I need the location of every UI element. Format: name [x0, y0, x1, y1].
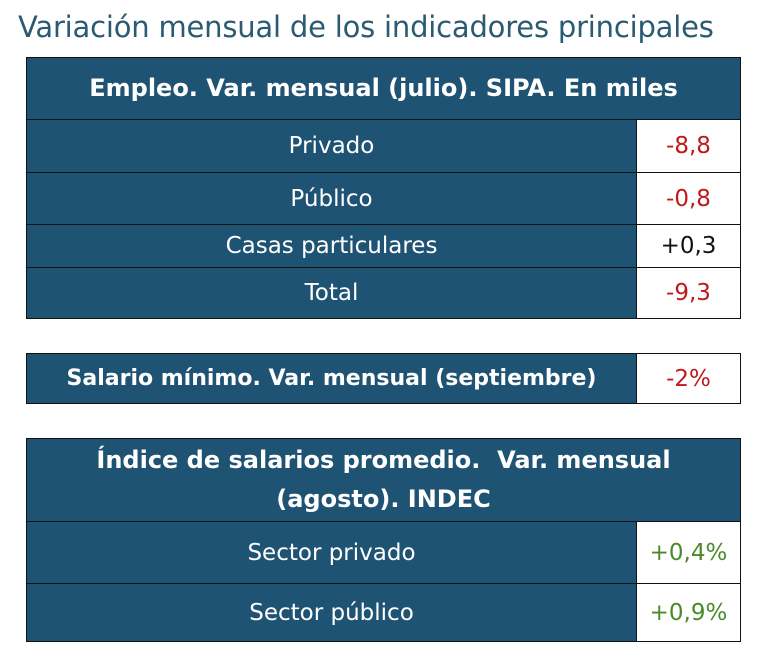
- row-value-casas-particulares: +0,3: [637, 225, 740, 267]
- table-row: Privado -8,8: [27, 119, 740, 172]
- row-label-total: Total: [27, 268, 637, 318]
- indice-salarios-header: Índice de salarios promedio. Var. mensua…: [27, 439, 740, 521]
- indice-salarios-header-line1: Índice de salarios promedio. Var. mensua…: [96, 446, 671, 474]
- table-row: Público -0,8: [27, 172, 740, 224]
- indice-salarios-header-line2: (agosto). INDEC: [276, 485, 491, 513]
- row-label-publico: Público: [27, 173, 637, 224]
- empleo-table: Empleo. Var. mensual (julio). SIPA. En m…: [26, 57, 741, 319]
- table-row: Sector público +0,9%: [27, 583, 740, 641]
- row-label-sector-publico: Sector público: [27, 584, 637, 641]
- row-value-privado: -8,8: [637, 120, 740, 172]
- salario-minimo-label: Salario mínimo. Var. mensual (septiembre…: [27, 354, 637, 403]
- row-value-sector-privado: +0,4%: [637, 522, 740, 583]
- page-title: Variación mensual de los indicadores pri…: [18, 10, 714, 44]
- salario-minimo-table: Salario mínimo. Var. mensual (septiembre…: [26, 353, 741, 404]
- row-value-publico: -0,8: [637, 173, 740, 224]
- table-row: Total -9,3: [27, 267, 740, 318]
- indice-salarios-table: Índice de salarios promedio. Var. mensua…: [26, 438, 741, 642]
- empleo-table-header: Empleo. Var. mensual (julio). SIPA. En m…: [27, 58, 740, 119]
- table-row: Casas particulares +0,3: [27, 224, 740, 267]
- row-value-sector-publico: +0,9%: [637, 584, 740, 641]
- row-label-casas-particulares: Casas particulares: [27, 225, 637, 267]
- row-value-total: -9,3: [637, 268, 740, 318]
- row-label-privado: Privado: [27, 120, 637, 172]
- table-row: Sector privado +0,4%: [27, 521, 740, 583]
- row-label-sector-privado: Sector privado: [27, 522, 637, 583]
- salario-minimo-value: -2%: [637, 354, 740, 403]
